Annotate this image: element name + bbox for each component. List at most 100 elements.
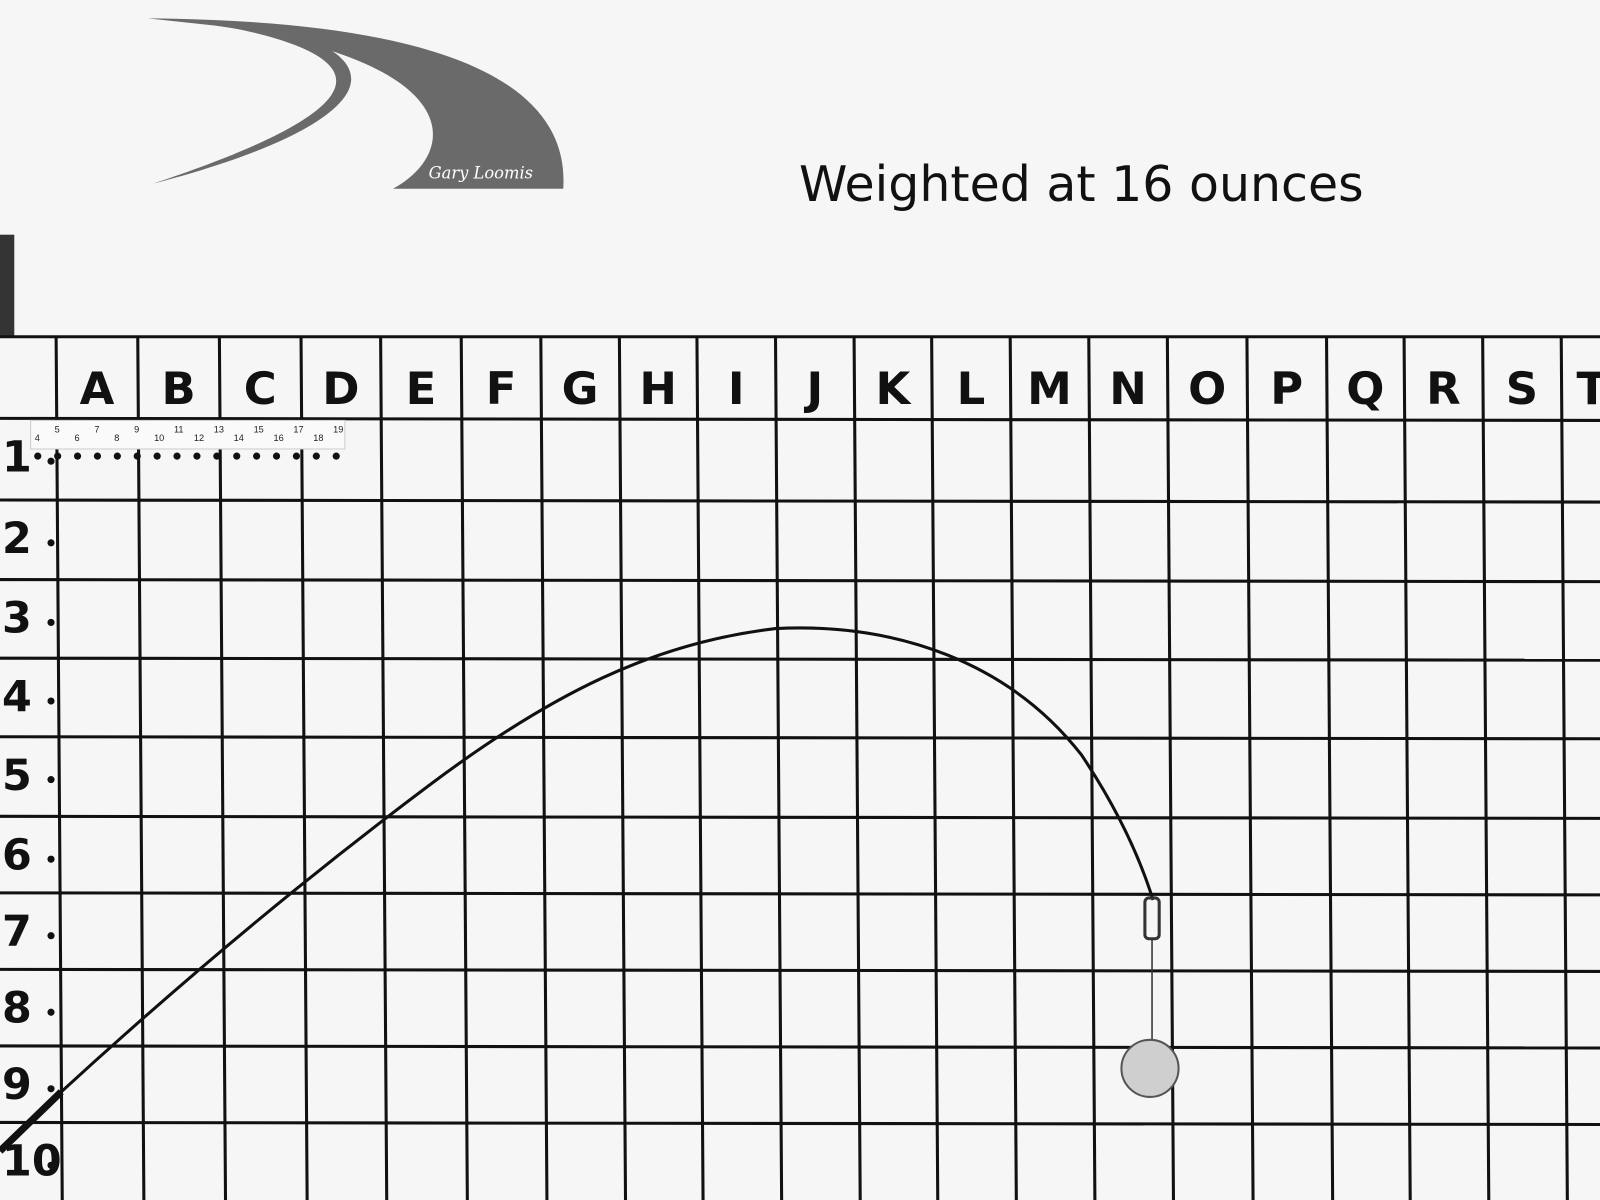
grid-vertical-line — [695, 336, 705, 1200]
peg-hole — [93, 452, 102, 460]
ruler-strip: 4 5 6 7 8 9 10 11 12 13 14 15 16 17 18 19 — [30, 419, 346, 460]
board-title: Weighted at 16 ounces — [799, 156, 1364, 213]
row-label: 5 — [2, 751, 32, 801]
column-label: M — [1027, 362, 1072, 415]
peg-hole — [153, 452, 161, 460]
sinker-weight — [1120, 1038, 1180, 1098]
grid-vertical-line — [1008, 336, 1018, 1200]
grid-vertical-line — [136, 336, 146, 1200]
peg — [47, 697, 55, 705]
grid-vertical-line — [930, 336, 940, 1200]
ruler-number: 19 — [333, 425, 343, 435]
ruler-number: 6 — [74, 433, 79, 443]
grid-vertical-line — [459, 336, 469, 1200]
row-label: 7 — [2, 907, 32, 957]
peg — [47, 1008, 55, 1016]
grid-vertical-line — [379, 336, 389, 1200]
grid-horizontal-line — [0, 1044, 1600, 1050]
ruler-number: 10 — [154, 433, 164, 443]
column-label: J — [803, 362, 823, 415]
grid-vertical-line — [299, 336, 309, 1200]
ruler-number: 8 — [114, 433, 119, 443]
peg-hole — [34, 452, 42, 460]
peg-hole — [193, 452, 201, 460]
column-label: A — [80, 362, 115, 415]
grid-horizontal-line — [0, 967, 1600, 973]
column-label: H — [639, 362, 677, 415]
grid-vertical-line — [1325, 336, 1335, 1200]
logo-signature: Gary Loomis — [429, 164, 534, 183]
grid-vertical-line — [539, 336, 549, 1200]
grid-horizontal-line — [0, 814, 1600, 820]
peg — [47, 855, 55, 863]
grid-vertical-line — [852, 336, 862, 1200]
ruler-number: 17 — [293, 425, 303, 435]
peg — [47, 932, 55, 940]
column-label: B — [161, 362, 195, 415]
row-label: 1 — [2, 432, 32, 482]
column-label: D — [322, 362, 359, 415]
peg-hole — [213, 452, 221, 460]
peg-hole — [332, 452, 340, 460]
row-label: 8 — [2, 983, 32, 1033]
column-label: O — [1188, 362, 1226, 415]
grid-horizontal-line — [0, 656, 1600, 662]
grid-labels: ABCDEFGHIJKLMNOPQRST12345678910 — [2, 362, 1600, 1186]
grid-vertical-line — [1402, 336, 1412, 1200]
column-label: N — [1109, 362, 1147, 415]
grid-vertical-line — [217, 336, 228, 1200]
peg-hole — [233, 452, 241, 460]
peg-hole — [312, 452, 320, 460]
peg-hole — [133, 452, 141, 460]
row-label: 3 — [2, 594, 32, 644]
edge-clip — [0, 234, 15, 337]
peg — [47, 776, 55, 784]
grid-vertical-line — [1481, 336, 1491, 1200]
ruler-number: 18 — [313, 433, 323, 443]
grid-vertical-line — [617, 336, 628, 1200]
column-label: R — [1426, 362, 1461, 415]
column-label: E — [406, 362, 437, 415]
ruler-number: 9 — [134, 425, 139, 435]
logo: Gary Loomis — [147, 18, 564, 189]
ruler-number: 15 — [254, 425, 264, 435]
peg-hole — [292, 452, 300, 460]
peg — [47, 618, 55, 627]
peg — [47, 539, 55, 547]
column-label: I — [728, 362, 745, 415]
grid-horizontal-line — [0, 1120, 1600, 1127]
grid-horizontal-line — [0, 416, 1600, 422]
peg-hole — [272, 452, 281, 460]
column-label: K — [875, 362, 912, 415]
grid-horizontal-line — [0, 735, 1600, 741]
column-label: G — [562, 362, 599, 415]
rod-butt — [0, 1089, 64, 1154]
peg — [47, 457, 55, 465]
grid — [0, 335, 1600, 1200]
column-label: Q — [1346, 362, 1384, 415]
rod-curve — [0, 626, 1155, 1153]
grid-horizontal-line — [0, 498, 1600, 504]
peg — [47, 1161, 55, 1169]
ruler-number: 5 — [55, 425, 60, 435]
ruler-number: 14 — [234, 433, 244, 443]
peg-hole — [113, 452, 121, 460]
row-label: 4 — [2, 672, 32, 722]
ruler-number: 12 — [194, 433, 204, 443]
ruler-number: 16 — [273, 433, 283, 443]
grid-vertical-line — [1559, 336, 1569, 1200]
peg-hole — [73, 452, 82, 460]
logo-swoosh-large — [147, 18, 564, 189]
ruler-number: 11 — [174, 425, 184, 435]
row-label: 9 — [2, 1060, 32, 1110]
row-label: 2 — [2, 514, 32, 564]
peg-hole — [253, 452, 261, 460]
peg-hole — [54, 452, 62, 460]
grid-horizontal-line — [0, 578, 1600, 584]
logo-swoosh-small — [153, 22, 352, 184]
column-label: P — [1270, 362, 1303, 415]
row-label: 10 — [2, 1137, 62, 1187]
